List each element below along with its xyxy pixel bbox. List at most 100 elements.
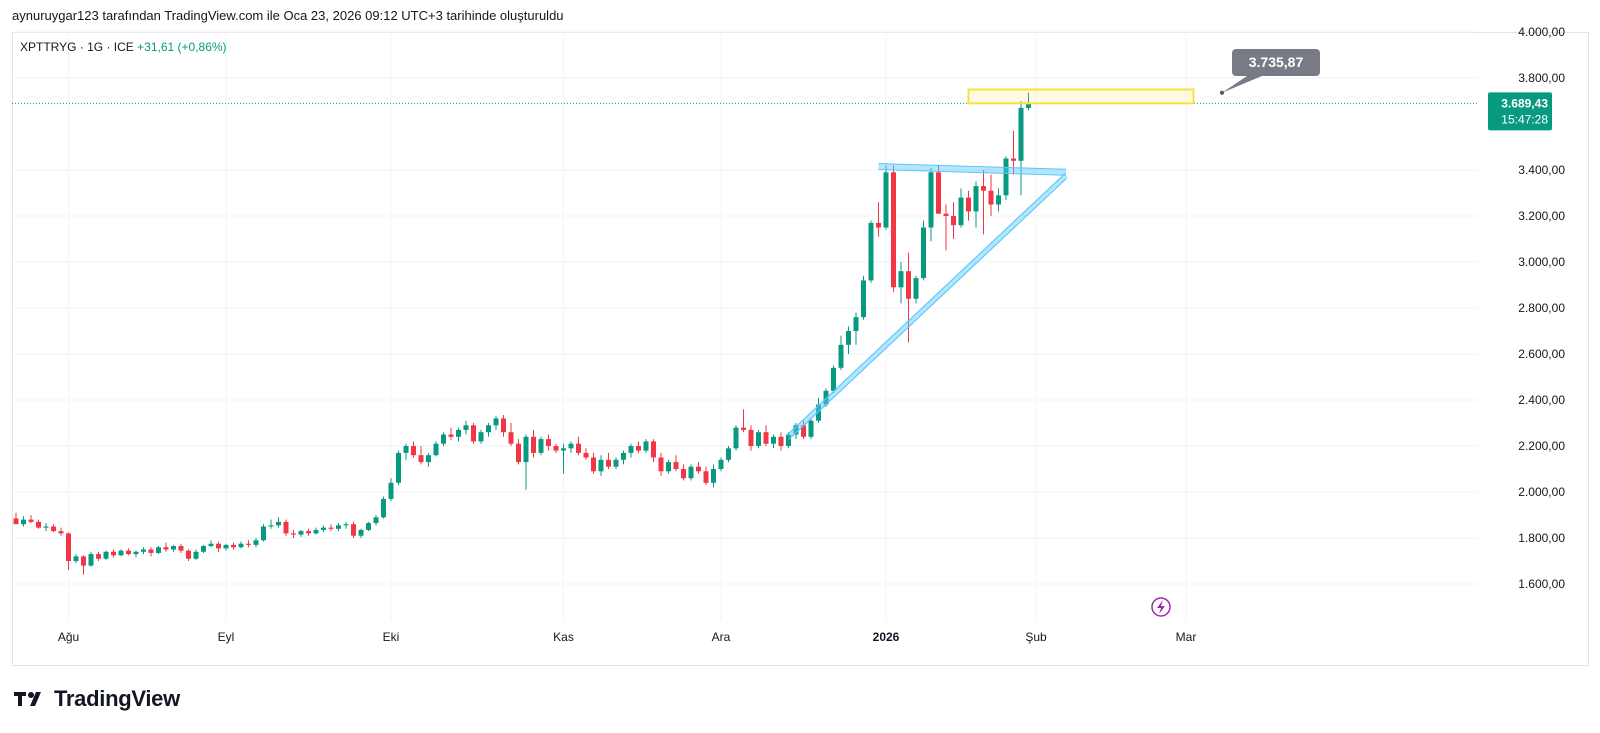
candle-body — [201, 546, 206, 552]
resistance-line-edge-bottom — [878, 169, 1067, 176]
last-price-value: 3.689,43 — [1501, 96, 1548, 110]
candle-body — [643, 441, 649, 451]
candle-body — [433, 443, 439, 456]
candle-body — [193, 551, 199, 559]
candle-body — [951, 216, 956, 226]
candle-body — [1026, 103, 1031, 108]
candle-body — [306, 531, 311, 534]
candle-body — [823, 390, 829, 405]
candle-body — [283, 521, 289, 534]
candle-body — [313, 529, 319, 534]
candle-body — [186, 550, 191, 559]
candle-body — [591, 457, 596, 472]
candle-body — [921, 227, 926, 279]
candle-body — [876, 222, 881, 228]
candle-body — [786, 434, 791, 446]
candle-body — [568, 443, 574, 449]
candle-body — [613, 459, 619, 467]
candle-body — [598, 459, 604, 472]
candle-body — [748, 429, 754, 446]
candle-body — [43, 526, 49, 528]
candle-body — [246, 543, 251, 545]
candle-body — [441, 434, 446, 444]
candle-body — [696, 466, 701, 472]
candle-body — [13, 518, 19, 525]
candle-body — [178, 546, 184, 551]
candle-body — [418, 455, 424, 463]
candle-body — [853, 317, 859, 331]
candle-body — [208, 543, 214, 547]
candle-body — [388, 482, 394, 499]
candle-body — [366, 523, 371, 530]
candle-body — [426, 455, 431, 463]
candle-body — [73, 556, 79, 561]
resistance-line-fill — [878, 163, 1067, 176]
candle-body — [238, 543, 244, 548]
candle-body — [36, 521, 41, 528]
candle-body — [373, 517, 379, 524]
candle-body — [703, 471, 709, 483]
candle-body — [906, 271, 911, 299]
lightning-icon[interactable] — [1151, 597, 1171, 617]
candle-body — [21, 519, 26, 525]
candle-body — [733, 427, 739, 449]
candle-body — [411, 446, 416, 456]
tradingview-logo[interactable]: TradingView — [14, 686, 180, 712]
candle-body — [928, 172, 934, 228]
y-tick-label: 2.600,00 — [1518, 347, 1565, 361]
support-line-edge-bottom — [788, 178, 1067, 441]
tradingview-wordmark: TradingView — [54, 686, 180, 711]
candle-body — [711, 469, 716, 483]
candle-body — [358, 529, 364, 536]
candle-body — [328, 527, 334, 529]
candle-body — [216, 543, 221, 549]
candle-body — [381, 498, 386, 518]
candle-body — [628, 446, 634, 453]
candle-body — [28, 519, 34, 522]
candle-body — [493, 418, 499, 426]
candle-body — [133, 551, 139, 555]
candle-body — [718, 459, 724, 469]
candle-body — [111, 551, 116, 556]
candle-body — [913, 278, 919, 299]
candle-body — [576, 443, 581, 453]
y-tick-label: 2.400,00 — [1518, 393, 1565, 407]
callout-label: 3.735,87 — [1249, 54, 1304, 70]
price-change: +31,61 (+0,86%) — [137, 40, 227, 54]
x-tick-label: Kas — [553, 630, 574, 644]
y-tick-label: 3.200,00 — [1518, 209, 1565, 223]
candle-body — [343, 524, 349, 526]
candle-body — [898, 271, 904, 288]
candle-body — [561, 448, 566, 451]
tradingview-logo-icon — [14, 692, 41, 706]
symbol-legend[interactable]: XPTTRYG · 1G · ICE +31,61 (+0,86%) — [20, 40, 227, 54]
y-tick-label: 1.600,00 — [1518, 577, 1565, 591]
candle-body — [1003, 158, 1009, 196]
candle-body — [681, 469, 686, 479]
y-tick-label: 2.200,00 — [1518, 439, 1565, 453]
support-line-fill — [786, 173, 1069, 439]
candle-body — [268, 525, 274, 527]
candle-body — [81, 556, 86, 566]
candle-body — [606, 459, 611, 467]
candle-body — [726, 448, 731, 460]
candle-body — [51, 526, 56, 532]
candle-body — [801, 425, 806, 437]
y-tick-label: 4.000,00 — [1518, 25, 1565, 39]
candle-body — [838, 344, 844, 368]
x-tick-label: Ara — [712, 630, 731, 644]
resistance-line-edge-top — [878, 163, 1067, 170]
candle-body — [471, 425, 476, 442]
candle-body — [1011, 158, 1016, 161]
x-tick-label: Eki — [383, 630, 400, 644]
candle-body — [621, 452, 626, 460]
y-tick-label: 3.800,00 — [1518, 71, 1565, 85]
symbol-info[interactable]: XPTTRYG · 1G · ICE — [20, 40, 134, 54]
candle-body — [583, 452, 589, 458]
candle-body — [651, 441, 656, 458]
candle-body — [171, 546, 176, 550]
candle-body — [831, 367, 836, 391]
callout-pointer — [1222, 76, 1262, 93]
candle-body — [763, 432, 769, 444]
